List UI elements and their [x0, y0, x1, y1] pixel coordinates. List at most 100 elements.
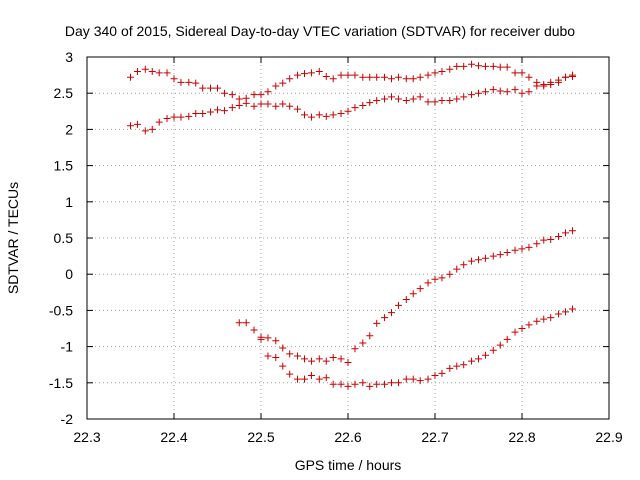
- data-point: [438, 96, 446, 104]
- data-point: [394, 301, 402, 309]
- y-tick-label: 1: [65, 194, 73, 210]
- data-point: [453, 62, 461, 70]
- data-point: [402, 75, 410, 83]
- y-tick-label: -0.5: [49, 302, 73, 318]
- data-point: [301, 375, 308, 383]
- series-satellite-b: [127, 71, 576, 135]
- data-point: [235, 319, 243, 327]
- data-point: [286, 350, 294, 358]
- data-point: [381, 380, 389, 388]
- data-point: [344, 359, 352, 367]
- data-point: [511, 246, 519, 254]
- data-point: [177, 78, 185, 86]
- data-point: [460, 93, 468, 101]
- data-point: [337, 380, 345, 388]
- data-point: [446, 270, 454, 278]
- x-tick-label: 22.5: [247, 429, 274, 445]
- data-point: [351, 71, 359, 79]
- data-point: [511, 86, 519, 94]
- data-point: [431, 98, 439, 106]
- data-point: [388, 309, 395, 317]
- data-point: [155, 118, 163, 126]
- data-point: [322, 357, 330, 365]
- data-point: [286, 75, 294, 83]
- data-point: [294, 105, 302, 113]
- data-point: [359, 379, 367, 387]
- data-point: [489, 62, 497, 70]
- data-point: [547, 235, 555, 243]
- data-point: [264, 334, 272, 342]
- data-point: [235, 102, 243, 110]
- data-point: [141, 127, 149, 135]
- point-layer: [127, 60, 576, 390]
- data-point: [468, 357, 476, 365]
- plot-frame: [86, 56, 610, 420]
- data-point: [228, 91, 236, 99]
- data-point: [460, 261, 468, 269]
- data-point: [272, 102, 280, 110]
- data-point: [279, 344, 287, 352]
- data-point: [220, 89, 228, 97]
- data-point: [315, 67, 323, 75]
- data-point: [402, 96, 410, 104]
- data-point: [322, 73, 330, 81]
- data-point: [359, 102, 367, 110]
- data-point: [242, 319, 250, 327]
- data-point: [518, 325, 526, 332]
- data-point: [424, 71, 432, 79]
- data-point: [416, 93, 424, 101]
- data-point: [496, 251, 504, 259]
- data-point: [366, 73, 374, 81]
- data-point: [185, 78, 193, 86]
- data-point: [518, 69, 526, 77]
- data-point: [127, 122, 134, 130]
- data-point: [555, 310, 563, 318]
- data-point: [409, 290, 417, 298]
- data-point: [568, 227, 576, 235]
- data-point: [547, 81, 555, 89]
- data-point: [373, 319, 381, 327]
- data-point: [503, 63, 511, 71]
- data-point: [272, 353, 280, 361]
- data-point: [496, 341, 504, 349]
- data-point: [133, 67, 141, 75]
- data-point: [351, 104, 359, 112]
- data-point: [481, 88, 489, 96]
- data-point: [468, 257, 476, 265]
- data-point: [272, 82, 280, 90]
- data-point: [503, 248, 511, 256]
- data-point: [264, 100, 272, 108]
- data-point: [359, 339, 367, 347]
- y-tick-label: -1: [61, 339, 74, 355]
- x-tick-label: 22.7: [421, 429, 448, 445]
- data-point: [555, 233, 563, 241]
- data-point: [503, 88, 511, 96]
- data-point: [279, 79, 287, 87]
- data-point: [373, 73, 381, 81]
- data-point: [388, 75, 395, 83]
- data-point: [344, 382, 352, 390]
- data-point: [148, 125, 156, 133]
- data-point: [199, 109, 207, 117]
- data-point: [475, 62, 482, 70]
- x-tick-label: 22.4: [160, 429, 187, 445]
- data-point: [257, 91, 265, 99]
- data-point: [257, 100, 265, 108]
- data-point: [366, 332, 374, 340]
- data-point: [344, 107, 352, 115]
- data-point: [373, 96, 381, 104]
- data-point: [496, 63, 504, 71]
- data-point: [329, 111, 337, 119]
- y-tick-label: -1.5: [49, 375, 73, 391]
- data-point: [394, 379, 402, 387]
- data-point: [192, 79, 200, 87]
- data-point: [177, 113, 185, 121]
- y-tick-label: 2.5: [54, 85, 74, 101]
- x-tick-label: 22.9: [595, 429, 622, 445]
- data-point: [155, 69, 163, 77]
- data-point: [511, 69, 519, 77]
- data-point: [533, 82, 541, 90]
- data-point: [366, 382, 374, 390]
- data-point: [481, 351, 489, 359]
